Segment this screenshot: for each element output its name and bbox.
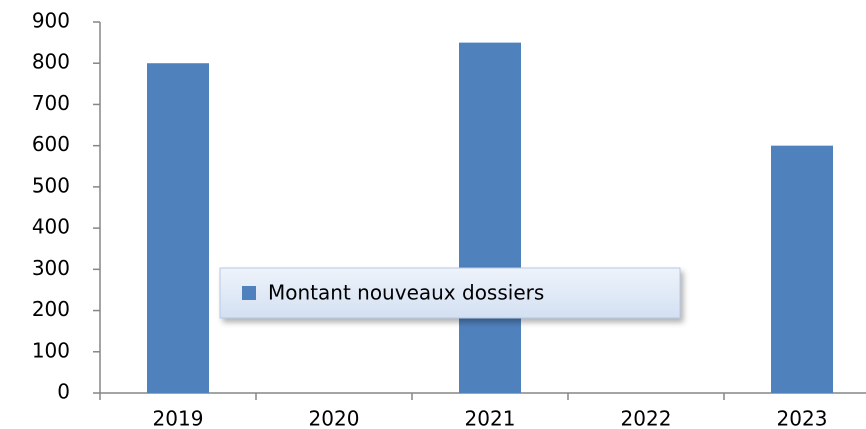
y-tick-label: 700 [32,91,70,115]
y-tick-label: 300 [32,256,70,280]
x-tick-label: 2023 [777,407,828,429]
x-tick-label: 2021 [465,407,516,429]
y-tick-label: 100 [32,338,70,362]
y-tick-label: 0 [57,380,70,404]
bar [771,145,833,393]
y-tick-label: 500 [32,173,70,197]
y-tick-label: 600 [32,132,70,156]
x-tick-label: 2022 [621,407,672,429]
y-tick-label: 200 [32,297,70,321]
y-tick-label: 400 [32,215,70,239]
y-tick-label: 900 [32,9,70,33]
legend-box [219,267,681,319]
bar [147,63,209,393]
y-tick-label: 800 [32,50,70,74]
x-tick-label: 2019 [153,407,204,429]
legend-marker [242,286,256,300]
x-tick-label: 2020 [309,407,360,429]
legend-label: Montant nouveaux dossiers [268,281,544,305]
bar [459,42,521,393]
